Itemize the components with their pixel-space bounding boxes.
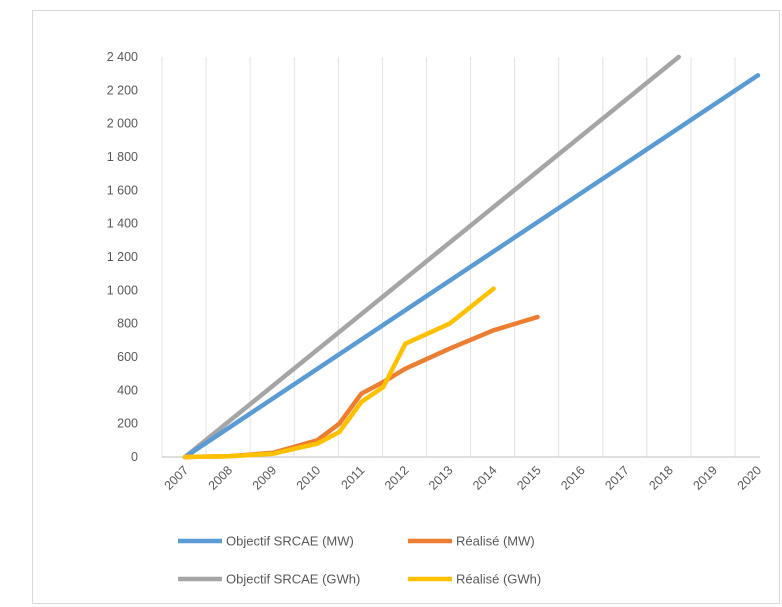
y-tick-label: 0: [131, 450, 138, 464]
x-tick-label: 2014: [470, 463, 500, 493]
x-tick-label: 2011: [339, 463, 368, 492]
series-line: [182, 54, 681, 460]
y-tick-label: 400: [117, 383, 138, 397]
series-lines: [182, 54, 761, 460]
x-tick-label: 2010: [294, 463, 324, 493]
y-tick-label: 2 200: [107, 83, 138, 97]
x-tick-label: 2019: [690, 463, 720, 493]
x-tick-label: 2018: [646, 463, 676, 493]
x-tick-label: 2017: [602, 463, 632, 493]
legend-label: Objectif SRCAE (GWh): [226, 572, 360, 587]
y-tick-label: 1 600: [107, 183, 138, 197]
y-tick-label: 1 200: [107, 250, 138, 264]
y-tick-label: 200: [117, 417, 138, 431]
y-tick-labels: 0 200 400 600 800 1 000 1 200 1 400 1 600 1 800 2 …: [107, 50, 138, 464]
series-line: [182, 286, 496, 460]
legend: Objectif SRCAE (MW) Réalisé (MW) Objectif …: [178, 534, 541, 587]
x-tick-label: 2016: [558, 463, 588, 493]
legend-label: Objectif SRCAE (MW): [226, 534, 354, 549]
y-tick-label: 1 800: [107, 150, 138, 164]
series-line: [182, 73, 761, 460]
chart-frame: [32, 10, 780, 604]
x-tick-label: 2012: [382, 463, 412, 493]
x-tick-label: 2008: [206, 463, 236, 493]
y-tick-label: 1 000: [107, 283, 138, 297]
x-tick-label: 2015: [514, 463, 544, 493]
legend-label: Réalisé (GWh): [456, 572, 541, 587]
x-tick-label: 2020: [735, 463, 765, 493]
y-tick-label: 600: [117, 350, 138, 364]
x-tick-label: 2013: [426, 463, 456, 493]
x-tick-label: 2009: [250, 463, 280, 493]
y-tick-label: 800: [117, 317, 138, 331]
legend-label: Réalisé (MW): [456, 534, 535, 549]
x-tick-label: 2007: [162, 463, 192, 493]
y-tick-label: 1 400: [107, 217, 138, 231]
x-tick-labels: 2007 2008 2009 2010 2011 2012 2013 2014 2015 2016…: [162, 463, 765, 493]
y-tick-label: 2 000: [107, 117, 138, 131]
grid-lines: [161, 57, 736, 457]
y-tick-label: 2 400: [107, 50, 138, 64]
